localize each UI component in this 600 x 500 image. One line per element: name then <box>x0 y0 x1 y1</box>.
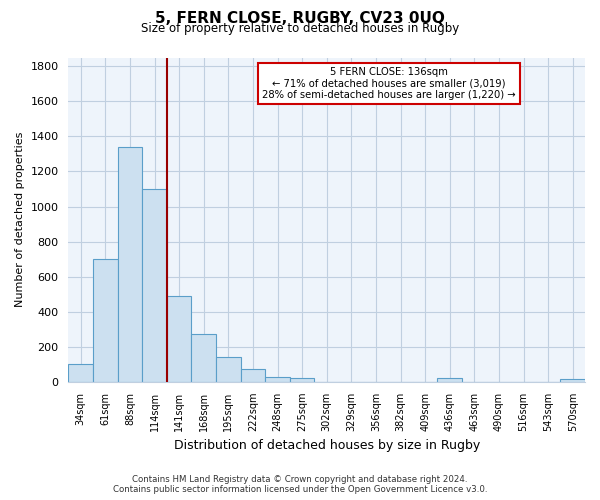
Bar <box>93 259 118 382</box>
X-axis label: Distribution of detached houses by size in Rugby: Distribution of detached houses by size … <box>173 440 480 452</box>
Bar <box>167 296 191 382</box>
Bar <box>241 369 265 382</box>
Bar <box>290 378 314 382</box>
Y-axis label: Number of detached properties: Number of detached properties <box>15 132 25 308</box>
Bar <box>437 378 462 382</box>
Bar <box>560 380 585 382</box>
Bar <box>216 358 241 382</box>
Text: Size of property relative to detached houses in Rugby: Size of property relative to detached ho… <box>141 22 459 35</box>
Bar <box>265 376 290 382</box>
Bar <box>68 364 93 382</box>
Text: 5 FERN CLOSE: 136sqm
← 71% of detached houses are smaller (3,019)
28% of semi-de: 5 FERN CLOSE: 136sqm ← 71% of detached h… <box>262 67 515 100</box>
Bar <box>142 189 167 382</box>
Bar <box>191 334 216 382</box>
Text: Contains HM Land Registry data © Crown copyright and database right 2024.
Contai: Contains HM Land Registry data © Crown c… <box>113 474 487 494</box>
Bar <box>118 147 142 382</box>
Text: 5, FERN CLOSE, RUGBY, CV23 0UQ: 5, FERN CLOSE, RUGBY, CV23 0UQ <box>155 11 445 26</box>
